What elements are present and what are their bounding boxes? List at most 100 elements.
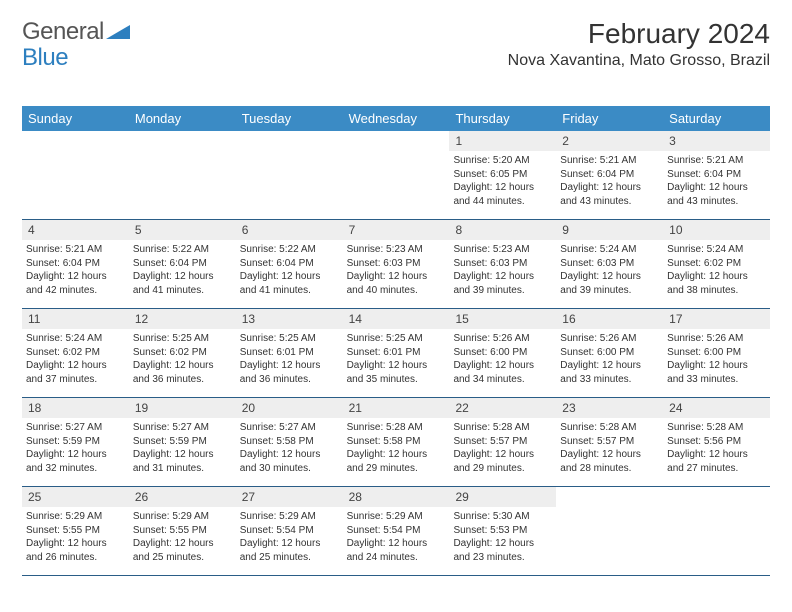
day-cell: 28Sunrise: 5:29 AMSunset: 5:54 PMDayligh… — [343, 487, 450, 575]
day-cell: 2 Sunrise: 5:21 AMSunset: 6:04 PMDaylight… — [556, 131, 663, 219]
sunrise-line: Sunrise: 5:27 AM — [26, 421, 125, 435]
daylight-line: Daylight: 12 hours and 37 minutes. — [26, 359, 125, 386]
day-number: 26 — [129, 487, 236, 507]
daylight-line: Daylight: 12 hours and 34 minutes. — [453, 359, 552, 386]
daylight-line: Daylight: 12 hours and 25 minutes. — [133, 537, 232, 564]
daylight-line: Daylight: 12 hours and 35 minutes. — [347, 359, 446, 386]
day-body: Sunrise: 5:27 AMSunset: 5:58 PMDaylight:… — [236, 421, 343, 479]
day-body: Sunrise: 5:25 AMSunset: 6:02 PMDaylight:… — [129, 332, 236, 390]
sunrise-line: Sunrise: 5:27 AM — [133, 421, 232, 435]
sunset-line: Sunset: 5:58 PM — [240, 435, 339, 449]
day-number: 23 — [556, 398, 663, 418]
daylight-line: Daylight: 12 hours and 40 minutes. — [347, 270, 446, 297]
sunrise-line: Sunrise: 5:29 AM — [347, 510, 446, 524]
daylight-line: Daylight: 12 hours and 28 minutes. — [560, 448, 659, 475]
sunrise-line: Sunrise: 5:24 AM — [667, 243, 766, 257]
day-body: Sunrise: 5:29 AMSunset: 5:54 PMDaylight:… — [236, 510, 343, 568]
day-cell: 7 Sunrise: 5:23 AMSunset: 6:03 PMDaylight… — [343, 220, 450, 308]
brand-triangle-icon — [106, 23, 132, 41]
sunrise-line: Sunrise: 5:26 AM — [667, 332, 766, 346]
daylight-line: Daylight: 12 hours and 42 minutes. — [26, 270, 125, 297]
day-number: 4 — [22, 220, 129, 240]
sunset-line: Sunset: 6:04 PM — [240, 257, 339, 271]
brand-word2: Blue — [22, 44, 68, 72]
day-cell: 24Sunrise: 5:28 AMSunset: 5:56 PMDayligh… — [663, 398, 770, 486]
empty-day-cell — [556, 487, 663, 575]
sunrise-line: Sunrise: 5:24 AM — [560, 243, 659, 257]
empty-day-cell — [236, 131, 343, 219]
day-body: Sunrise: 5:25 AMSunset: 6:01 PMDaylight:… — [236, 332, 343, 390]
sunrise-line: Sunrise: 5:21 AM — [560, 154, 659, 168]
weekday-header-row: SundayMondayTuesdayWednesdayThursdayFrid… — [22, 106, 770, 131]
sunset-line: Sunset: 6:04 PM — [133, 257, 232, 271]
day-cell: 20 Sunrise: 5:27 AMSunset: 5:58 PMDayligh… — [236, 398, 343, 486]
day-body: Sunrise: 5:23 AMSunset: 6:03 PMDaylight:… — [449, 243, 556, 301]
sunrise-line: Sunrise: 5:23 AM — [347, 243, 446, 257]
day-cell: 15Sunrise: 5:26 AMSunset: 6:00 PMDayligh… — [449, 309, 556, 397]
daylight-line: Daylight: 12 hours and 44 minutes. — [453, 181, 552, 208]
day-number: 14 — [343, 309, 450, 329]
week-row: 18Sunrise: 5:27 AMSunset: 5:59 PMDayligh… — [22, 398, 770, 487]
day-number: 2 — [556, 131, 663, 151]
day-cell: 4Sunrise: 5:21 AMSunset: 6:04 PMDaylight… — [22, 220, 129, 308]
daylight-line: Daylight: 12 hours and 26 minutes. — [26, 537, 125, 564]
day-number: 10 — [663, 220, 770, 240]
sunset-line: Sunset: 6:02 PM — [667, 257, 766, 271]
day-cell: 25 Sunrise: 5:29 AMSunset: 5:55 PMDayligh… — [22, 487, 129, 575]
day-number: 12 — [129, 309, 236, 329]
week-row: 11 Sunrise: 5:24 AMSunset: 6:02 PMDayligh… — [22, 309, 770, 398]
weekday-header: Monday — [129, 106, 236, 131]
sunrise-line: Sunrise: 5:26 AM — [453, 332, 552, 346]
day-number: 8 — [449, 220, 556, 240]
sunset-line: Sunset: 5:57 PM — [453, 435, 552, 449]
day-cell: 3Sunrise: 5:21 AMSunset: 6:04 PMDaylight… — [663, 131, 770, 219]
daylight-line: Daylight: 12 hours and 29 minutes. — [347, 448, 446, 475]
brand-word1: General — [22, 18, 104, 46]
location-text: Nova Xavantina, Mato Grosso, Brazil — [508, 52, 770, 70]
day-cell: 5Sunrise: 5:22 AMSunset: 6:04 PMDaylight… — [129, 220, 236, 308]
sunrise-line: Sunrise: 5:28 AM — [560, 421, 659, 435]
day-number: 11 — [22, 309, 129, 329]
sunset-line: Sunset: 5:53 PM — [453, 524, 552, 538]
day-number: 6 — [236, 220, 343, 240]
sunrise-line: Sunrise: 5:30 AM — [453, 510, 552, 524]
sunset-line: Sunset: 5:57 PM — [560, 435, 659, 449]
day-number: 7 — [343, 220, 450, 240]
sunset-line: Sunset: 5:59 PM — [133, 435, 232, 449]
daylight-line: Daylight: 12 hours and 39 minutes. — [453, 270, 552, 297]
day-number: 21 — [343, 398, 450, 418]
day-number: 22 — [449, 398, 556, 418]
sunset-line: Sunset: 6:00 PM — [560, 346, 659, 360]
header: General February 2024 Nova Xavantina, Ma… — [22, 18, 770, 70]
sunrise-line: Sunrise: 5:23 AM — [453, 243, 552, 257]
day-body: Sunrise: 5:23 AMSunset: 6:03 PMDaylight:… — [343, 243, 450, 301]
title-block: February 2024 Nova Xavantina, Mato Gross… — [508, 18, 770, 70]
week-row: 1Sunrise: 5:20 AMSunset: 6:05 PMDaylight… — [22, 131, 770, 220]
daylight-line: Daylight: 12 hours and 32 minutes. — [26, 448, 125, 475]
empty-day-cell — [343, 131, 450, 219]
day-number: 25 — [22, 487, 129, 507]
day-body: Sunrise: 5:21 AMSunset: 6:04 PMDaylight:… — [556, 154, 663, 212]
empty-day-cell — [663, 487, 770, 575]
day-body: Sunrise: 5:24 AMSunset: 6:02 PMDaylight:… — [22, 332, 129, 390]
day-number: 1 — [449, 131, 556, 151]
day-body: Sunrise: 5:27 AMSunset: 5:59 PMDaylight:… — [129, 421, 236, 479]
day-body: Sunrise: 5:24 AMSunset: 6:02 PMDaylight:… — [663, 243, 770, 301]
day-body: Sunrise: 5:29 AMSunset: 5:55 PMDaylight:… — [22, 510, 129, 568]
weekday-header: Thursday — [449, 106, 556, 131]
sunrise-line: Sunrise: 5:20 AM — [453, 154, 552, 168]
day-body: Sunrise: 5:24 AMSunset: 6:03 PMDaylight:… — [556, 243, 663, 301]
day-cell: 6Sunrise: 5:22 AMSunset: 6:04 PMDaylight… — [236, 220, 343, 308]
daylight-line: Daylight: 12 hours and 24 minutes. — [347, 537, 446, 564]
month-title: February 2024 — [508, 18, 770, 50]
sunrise-line: Sunrise: 5:29 AM — [26, 510, 125, 524]
day-number: 15 — [449, 309, 556, 329]
day-number: 20 — [236, 398, 343, 418]
day-number: 19 — [129, 398, 236, 418]
day-number: 24 — [663, 398, 770, 418]
day-number: 3 — [663, 131, 770, 151]
sunrise-line: Sunrise: 5:24 AM — [26, 332, 125, 346]
sunrise-line: Sunrise: 5:26 AM — [560, 332, 659, 346]
daylight-line: Daylight: 12 hours and 43 minutes. — [560, 181, 659, 208]
weekday-header: Saturday — [663, 106, 770, 131]
